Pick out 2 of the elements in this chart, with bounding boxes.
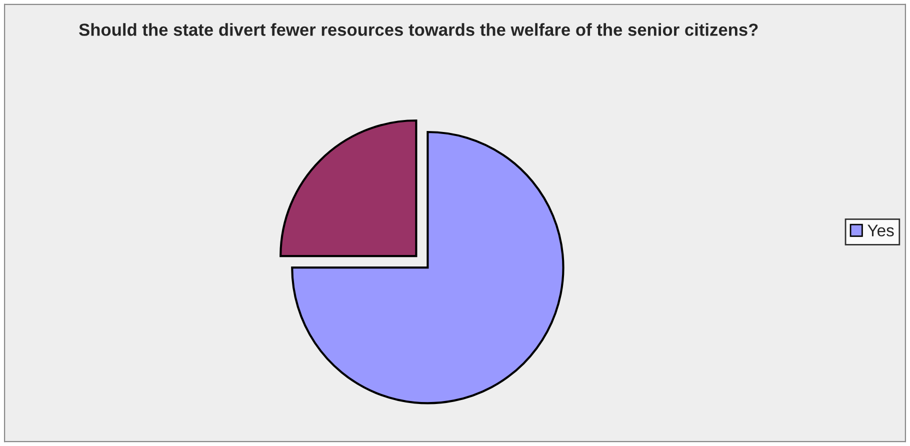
chart-title: Should the state divert fewer resources towards the welfare of the senior citizens? bbox=[79, 23, 758, 36]
legend-label: Yes bbox=[868, 224, 894, 236]
